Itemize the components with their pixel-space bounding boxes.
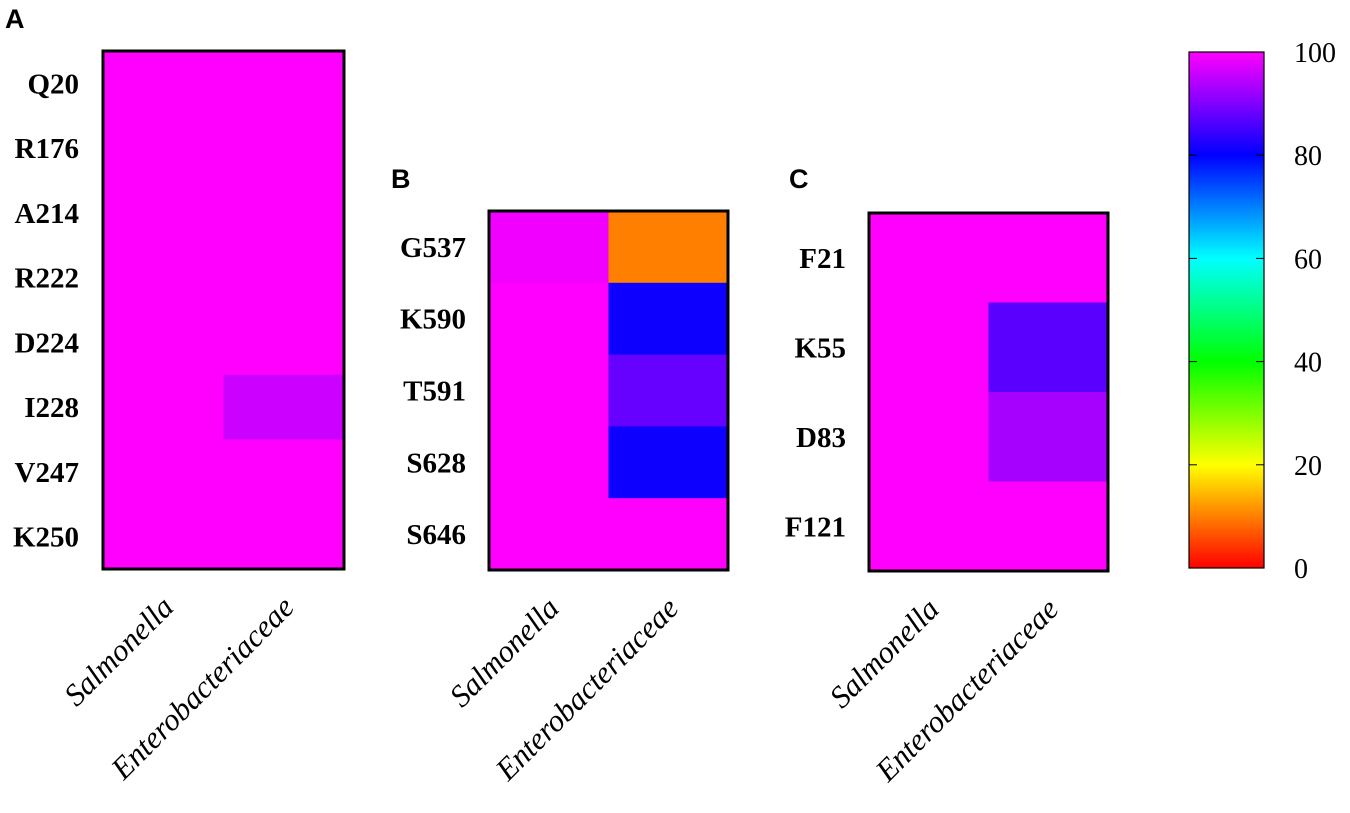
heatmap-cell [608, 426, 729, 499]
heatmap-cell [608, 354, 729, 427]
heatmap-cell [103, 115, 225, 182]
colorbar-gradient [1189, 52, 1264, 568]
row-label: V247 [15, 457, 79, 489]
heatmap-cell [223, 504, 345, 570]
heatmap-frame [487, 209, 730, 572]
row-label: T591 [403, 376, 466, 408]
heatmap-cell [988, 213, 1109, 304]
heatmap-cell [103, 180, 225, 246]
heatmap-cell [223, 374, 345, 441]
heatmap-cell [103, 374, 225, 441]
panel-letter: C [789, 164, 809, 194]
colorbar: 0 20 40 60 80 100 [1188, 38, 1336, 585]
column-label: Salmonella [822, 591, 945, 714]
row-label: A214 [15, 198, 79, 230]
heatmap-cell [223, 115, 345, 182]
heatmap-cell [223, 180, 345, 246]
colorbar-tick-label: 20 [1294, 451, 1322, 482]
heatmap-cell [869, 302, 990, 393]
row-label: K250 [13, 522, 79, 554]
heatmap-cell [223, 310, 345, 376]
colorbar-frame [1188, 51, 1265, 569]
heatmap-cell [489, 282, 610, 356]
heatmap-cell [869, 481, 990, 572]
heatmap-cell [223, 439, 345, 505]
heatmap-cell [489, 354, 610, 427]
heatmap-cell [223, 245, 345, 311]
heatmap-cell [869, 392, 990, 483]
heatmap-cell [103, 245, 225, 311]
heatmap-frame [101, 49, 346, 571]
heatmap-cell [608, 282, 729, 356]
row-label: S628 [406, 447, 466, 479]
panel-letter: A [5, 4, 25, 34]
heatmap-cell [103, 504, 225, 570]
row-label: I228 [24, 392, 79, 424]
row-label: D224 [15, 327, 79, 359]
row-label: G537 [400, 232, 466, 264]
heatmap-frame [867, 211, 1110, 573]
heatmap-cell [988, 302, 1109, 393]
heatmap-cell [608, 211, 729, 284]
panel-b: BG537K590T591S628S646SalmonellaEnterobac… [391, 164, 730, 788]
row-label: F21 [799, 243, 846, 275]
heatmap-cell [608, 498, 729, 571]
heatmap-cell [489, 498, 610, 571]
heatmap-cell [988, 481, 1109, 572]
colorbar-tick-label: 100 [1294, 38, 1336, 69]
panel-letter: B [391, 164, 411, 194]
row-label: S646 [406, 519, 466, 551]
heatmap-cell [489, 426, 610, 499]
colorbar-tick-label: 40 [1294, 348, 1322, 379]
heatmap-cell [489, 211, 610, 284]
row-label: R176 [15, 133, 79, 165]
heatmap-cell [223, 51, 345, 117]
panel-a: A Q20 R176 A214 R222 D224 I228 V247 K250 Salmonel… [5, 4, 346, 787]
row-label: K55 [794, 332, 846, 364]
column-label: Salmonella [57, 589, 180, 712]
row-label: F121 [785, 511, 846, 543]
column-label: Salmonella [442, 590, 565, 713]
heatmap-cell [988, 392, 1109, 483]
heatmap-cell [103, 439, 225, 505]
heatmap-cell [869, 213, 990, 304]
heatmap-cell [103, 310, 225, 376]
colorbar-tick-label: 60 [1294, 244, 1322, 275]
row-label: R222 [15, 263, 79, 295]
row-label: K590 [400, 304, 466, 336]
colorbar-tick-label: 0 [1294, 554, 1308, 585]
row-label: Q20 [27, 68, 79, 100]
row-label: D83 [796, 422, 846, 454]
colorbar-tick-label: 80 [1294, 141, 1322, 172]
panel-c: CF21K55D83F121SalmonellaEnterobacteriace… [785, 164, 1110, 789]
heatmap-cell [103, 51, 225, 117]
